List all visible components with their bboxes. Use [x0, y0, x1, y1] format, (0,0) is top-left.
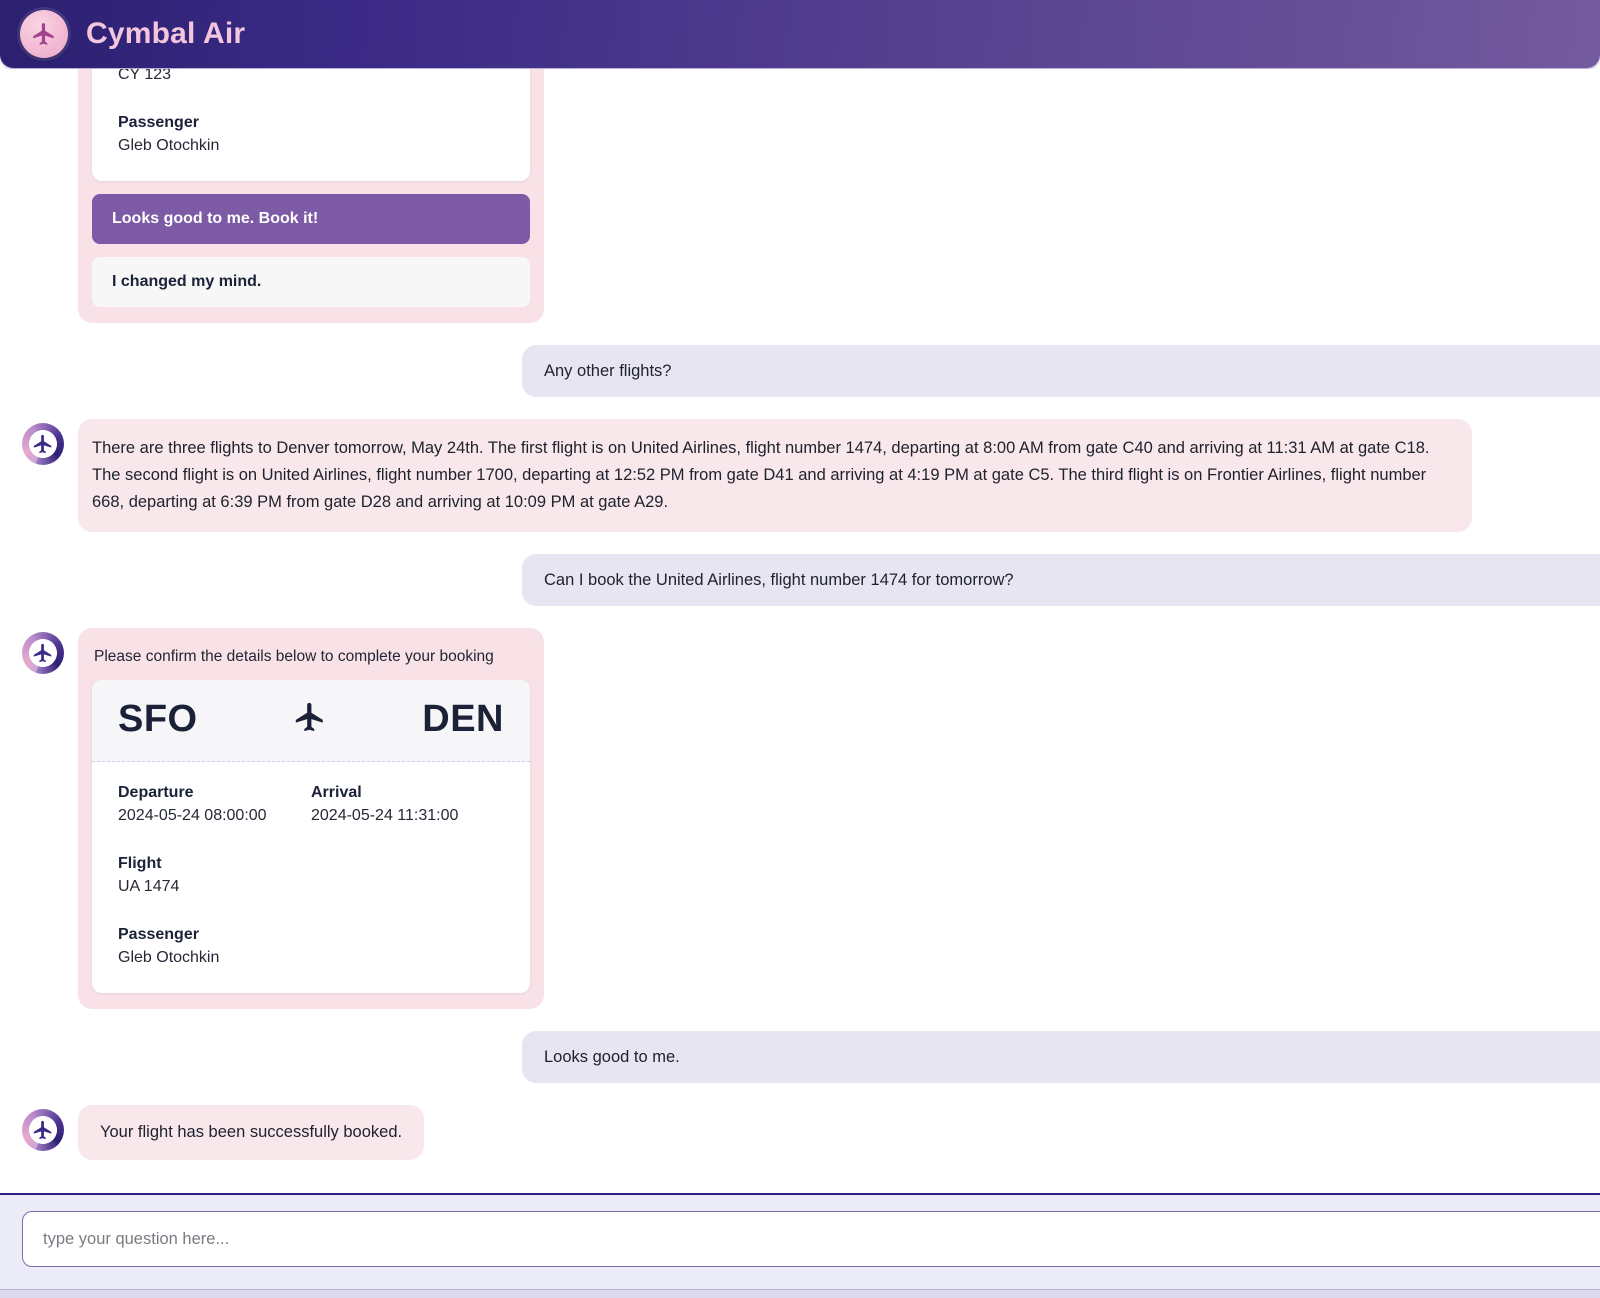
arrival-field: Arrival 2024-05-24 11:31:00 — [311, 784, 504, 825]
flight-value: UA 1474 — [118, 878, 180, 895]
assistant-message-bubble: There are three flights to Denver tomorr… — [78, 419, 1472, 532]
arrival-label: Arrival — [311, 784, 362, 801]
message-list: 2024-05-24 05:50:00 2024-05-24 09:23:00 … — [0, 69, 1600, 1182]
ticket-details: 2024-05-24 05:50:00 2024-05-24 09:23:00 … — [92, 69, 530, 181]
flight-field: Flight CY 123 — [118, 69, 504, 84]
message-row-user: Any other flights? — [0, 345, 1600, 397]
flight-value: CY 123 — [118, 69, 172, 83]
passenger-value: Gleb Otochkin — [118, 137, 220, 154]
assistant-message-bubble: Your flight has been successfully booked… — [78, 1105, 425, 1160]
chat-input[interactable] — [22, 1211, 1600, 1267]
flight-label: Flight — [118, 855, 162, 872]
message-row-assistant: There are three flights to Denver tomorr… — [0, 419, 1600, 532]
message-row-user: Looks good to me. — [0, 1031, 1600, 1083]
ticket-details: Departure 2024-05-24 08:00:00 Arrival 20… — [92, 762, 530, 993]
booking-confirmation-prompt: Please confirm the details below to comp… — [94, 648, 494, 665]
message-row-user: Can I book the United Airlines, flight n… — [0, 554, 1600, 606]
origin-code: SFO — [118, 698, 198, 740]
ticket-card: SFO DEN Departure — [92, 680, 530, 993]
ticket-card: 2024-05-24 05:50:00 2024-05-24 09:23:00 … — [92, 69, 530, 181]
chat-scroll-area[interactable]: 2024-05-24 05:50:00 2024-05-24 09:23:00 … — [0, 69, 1600, 1193]
passenger-field: Passenger Gleb Otochkin — [118, 114, 504, 155]
assistant-avatar-airplane-icon — [22, 423, 64, 465]
airplane-icon — [20, 10, 68, 58]
user-message-bubble: Any other flights? — [522, 345, 1600, 397]
arrival-value: 2024-05-24 11:31:00 — [311, 807, 459, 824]
ticket-route-header: SFO DEN — [92, 680, 530, 762]
app-title: Cymbal Air — [86, 17, 246, 50]
flight-field: Flight UA 1474 — [118, 855, 504, 896]
booking-confirmation-card: 2024-05-24 05:50:00 2024-05-24 09:23:00 … — [78, 69, 544, 323]
message-row-assistant: Please confirm the details below to comp… — [0, 628, 1600, 1009]
assistant-avatar-airplane-icon — [22, 632, 64, 674]
app-header: Cymbal Air — [0, 0, 1600, 69]
destination-code: DEN — [422, 698, 504, 740]
departure-field: Departure 2024-05-24 08:00:00 — [118, 784, 311, 825]
message-row-assistant: 2024-05-24 05:50:00 2024-05-24 09:23:00 … — [0, 69, 1600, 323]
assistant-avatar-airplane-icon — [22, 1109, 64, 1151]
user-message-bubble: Can I book the United Airlines, flight n… — [522, 554, 1600, 606]
airplane-icon — [293, 700, 327, 739]
user-message-bubble: Looks good to me. — [522, 1031, 1600, 1083]
composer-bar — [0, 1193, 1600, 1298]
booking-confirmation-card: Please confirm the details below to comp… — [78, 628, 544, 1009]
passenger-label: Passenger — [118, 926, 199, 943]
departure-value: 2024-05-24 08:00:00 — [118, 807, 267, 824]
ticket-times-row: Departure 2024-05-24 08:00:00 Arrival 20… — [118, 784, 504, 825]
cancel-booking-button[interactable]: I changed my mind. — [92, 257, 530, 307]
passenger-label: Passenger — [118, 114, 199, 131]
message-row-assistant: Your flight has been successfully booked… — [0, 1105, 1600, 1160]
passenger-field: Passenger Gleb Otochkin — [118, 926, 504, 967]
departure-label: Departure — [118, 784, 194, 801]
horizontal-scrollbar[interactable] — [0, 1289, 1600, 1298]
confirm-booking-button[interactable]: Looks good to me. Book it! — [92, 194, 530, 244]
passenger-value: Gleb Otochkin — [118, 949, 220, 966]
